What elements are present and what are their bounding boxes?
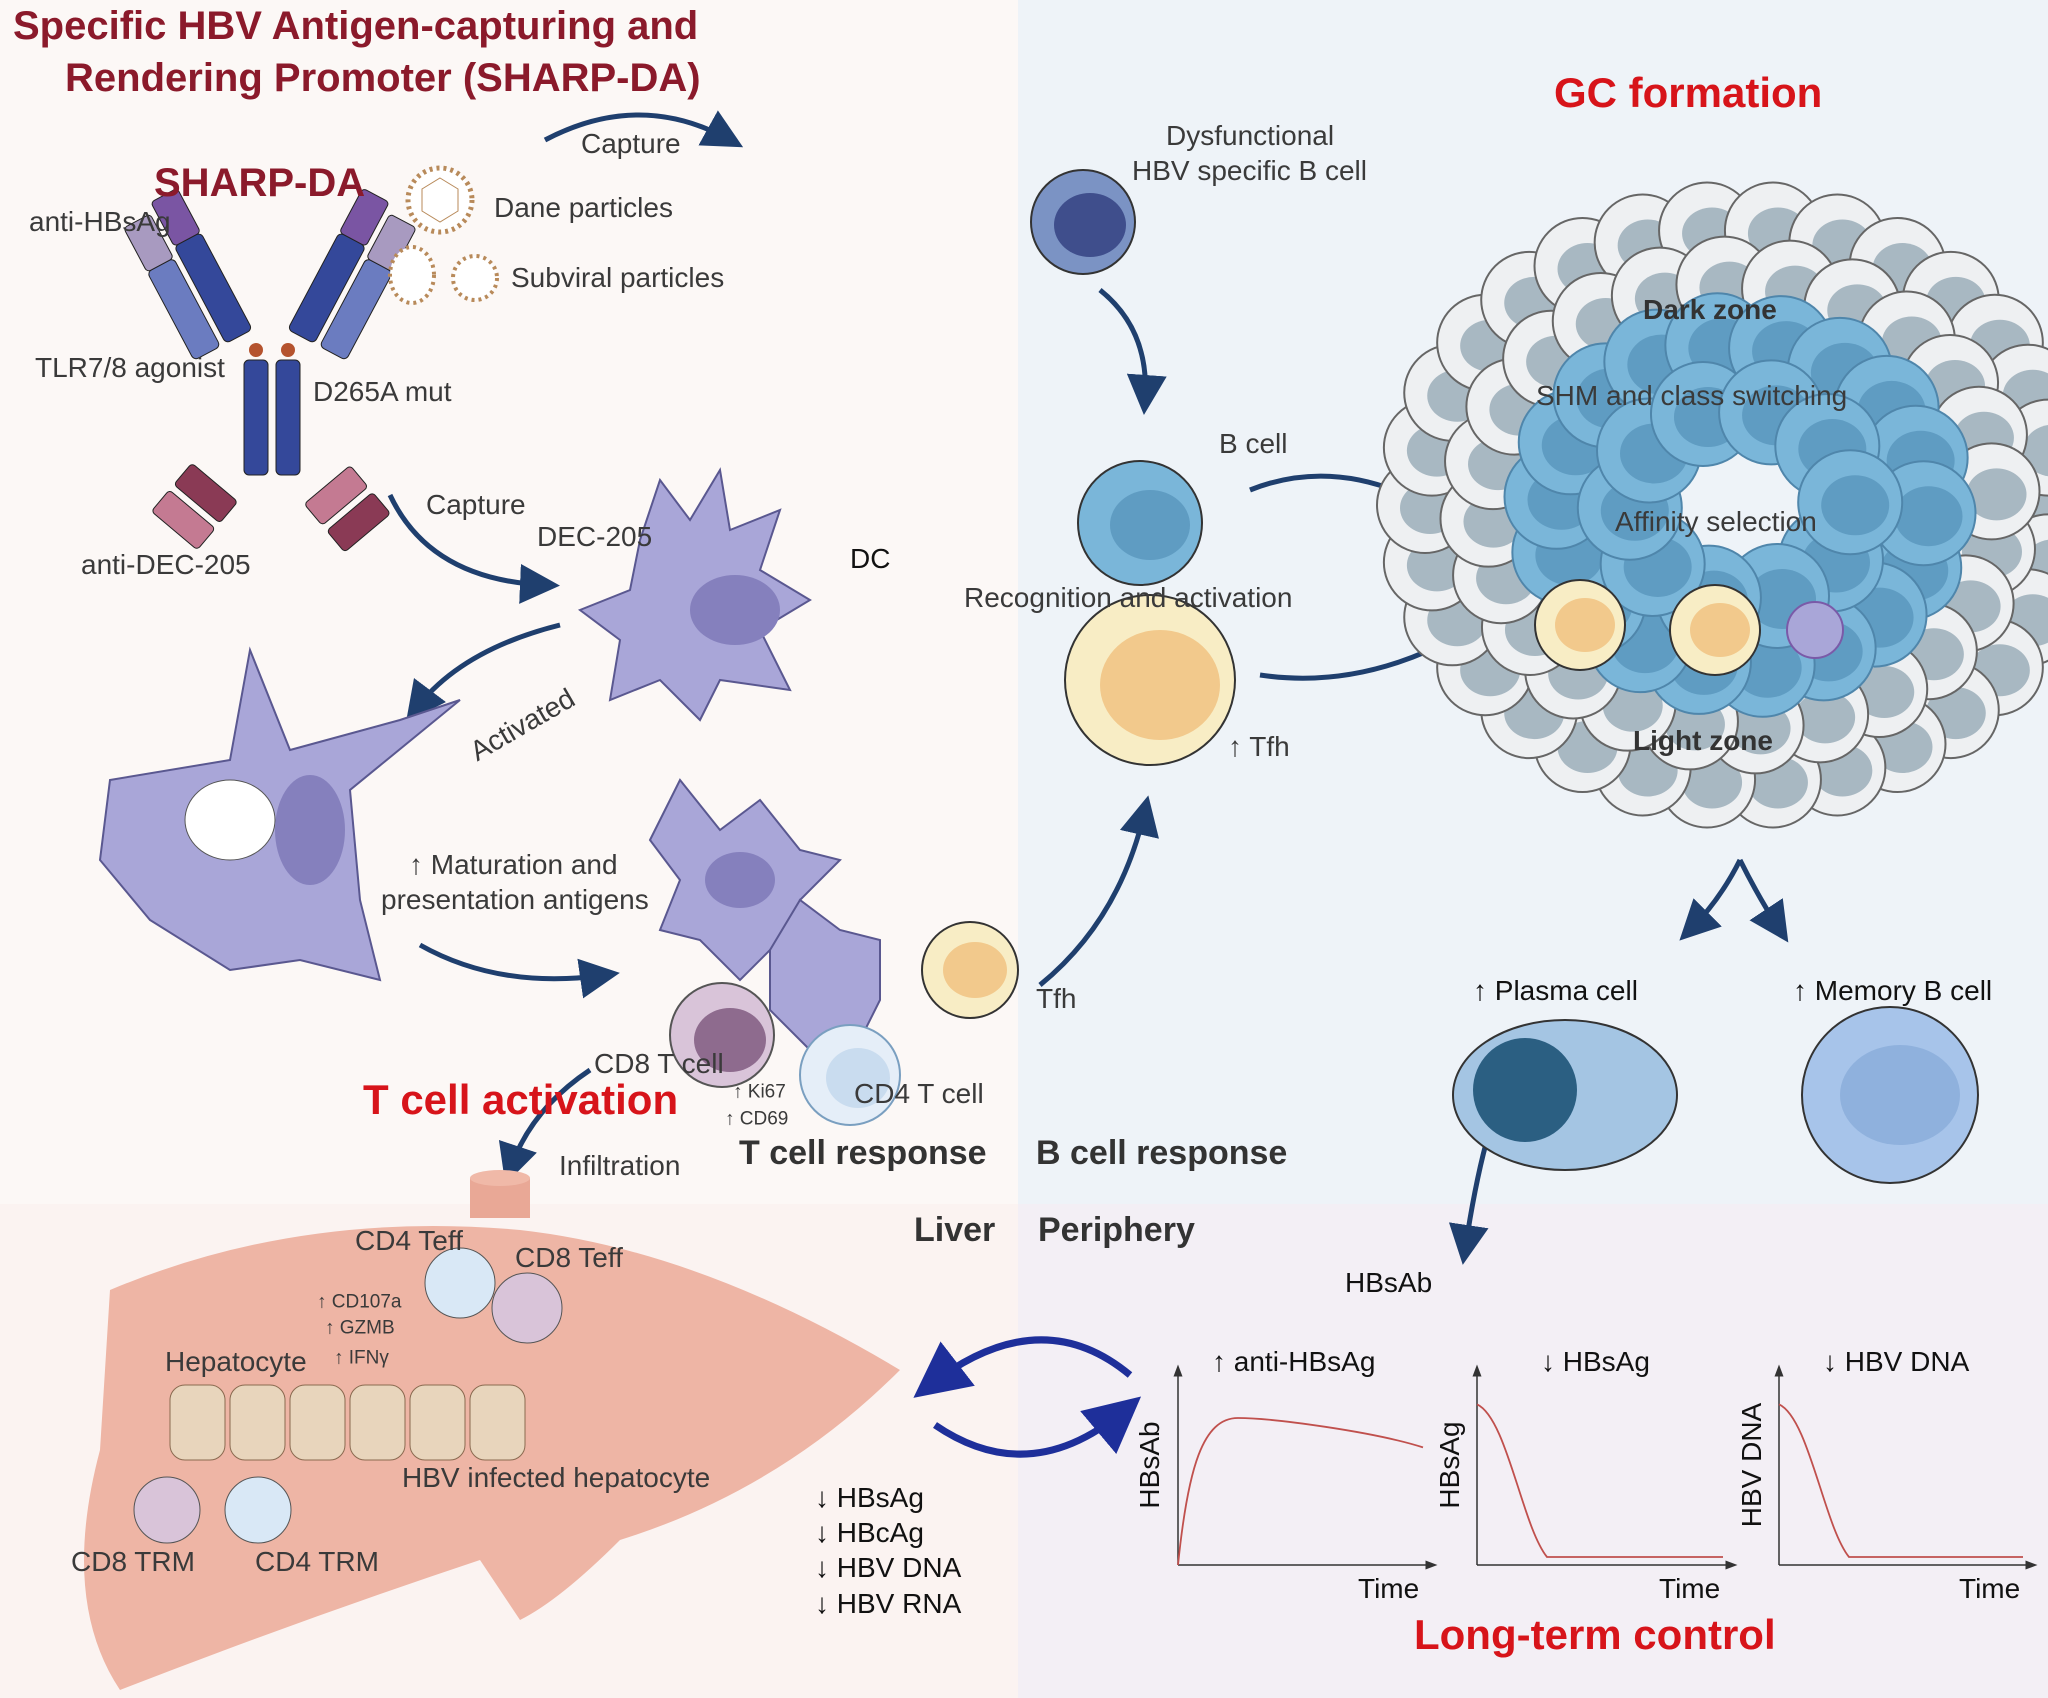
- dark-zone-label: Dark zone: [1643, 294, 1777, 325]
- liver-illustration: [84, 1170, 900, 1690]
- sharp-da-antibody: [124, 189, 416, 552]
- maturation-arrow: [418, 942, 620, 999]
- b-cell-label: B cell: [1219, 428, 1288, 459]
- chart1-xlabel: Time: [1358, 1573, 1420, 1604]
- chart-curve: [1476, 1403, 1723, 1558]
- gc-plasma-arrow: [1679, 858, 1743, 941]
- marker-hbv-dna: ↓ HBV DNA: [815, 1552, 962, 1583]
- cd8-label: CD8 T cell: [594, 1048, 724, 1079]
- subviral-label: Subviral particles: [511, 262, 725, 293]
- cd4-trm-label: CD4 TRM: [255, 1546, 379, 1577]
- tfh-label: Tfh: [1036, 983, 1077, 1014]
- chart1-ylabel: HBsAb: [1134, 1421, 1165, 1509]
- recognition-label: Recognition and activation: [964, 582, 1293, 613]
- subviral-particle-icon: [388, 245, 499, 305]
- cd4-label: CD4 T cell: [854, 1078, 984, 1109]
- dendritic-cell: [577, 467, 812, 722]
- capture-arrow-top: [543, 110, 744, 148]
- light-zone-label: Light zone: [1633, 725, 1773, 756]
- maturation-label-1: ↑ Maturation and: [409, 849, 618, 880]
- shm-label: SHM and class switching: [1536, 380, 1848, 411]
- chart2-title: ↓ HBsAg: [1541, 1346, 1650, 1377]
- dendritic-cell-presenting: [648, 778, 881, 1052]
- marker-hbcag: ↓ HBcAg: [815, 1517, 924, 1548]
- chart-curve: [1778, 1403, 2023, 1558]
- chart1-title: ↑ anti-HBsAg: [1212, 1346, 1376, 1377]
- affinity-label: Affinity selection: [1615, 506, 1817, 537]
- hepatocyte-label: Hepatocyte: [165, 1346, 307, 1377]
- cd4-teff-label: CD4 Teff: [355, 1225, 463, 1256]
- liver-to-periphery-arrow: [933, 1396, 1142, 1458]
- gc-fdc: [1786, 601, 1844, 659]
- ifng-label: ↑ IFNγ: [334, 1347, 389, 1369]
- germinal-center: [1376, 181, 2048, 829]
- capture-mid-label: Capture: [426, 489, 526, 520]
- long-term-heading: Long-term control: [1414, 1611, 1776, 1658]
- cd107a-label: ↑ CD107a: [317, 1291, 402, 1313]
- t-activation-heading: T cell activation: [363, 1076, 679, 1123]
- dc-label: DC: [850, 543, 891, 574]
- marker-hbsag: ↓ HBsAg: [815, 1482, 924, 1513]
- sharp-da-label: SHARP-DA: [154, 161, 366, 205]
- periphery-heading: Periphery: [1038, 1211, 1195, 1249]
- cd8-teff-label: CD8 Teff: [515, 1242, 623, 1273]
- infiltration-arrow: [498, 1067, 592, 1185]
- dane-label: Dane particles: [494, 192, 673, 223]
- memory-label: ↑ Memory B cell: [1793, 975, 1993, 1006]
- dane-particle-icon: [405, 165, 475, 235]
- infected-label: HBV infected hepatocyte: [402, 1462, 711, 1493]
- charts: [1173, 1364, 2038, 1570]
- gc-heading: GC formation: [1554, 69, 1823, 116]
- mut-label: D265A mut: [313, 376, 452, 407]
- chart2-xlabel: Time: [1659, 1573, 1721, 1604]
- b-cell-arrow: [1098, 288, 1167, 415]
- hbsab-label: HBsAb: [1345, 1267, 1433, 1298]
- chart-curve: [1177, 1417, 1424, 1566]
- dysfunctional-label-2: HBV specific B cell: [1132, 155, 1367, 186]
- anti-dec-label: anti-DEC-205: [81, 549, 251, 580]
- activated-dendritic-cell: [98, 646, 461, 982]
- activated-arrow: [405, 622, 561, 722]
- periphery-to-liver-arrow: [913, 1336, 1133, 1398]
- marker-hbv-rna: ↓ HBV RNA: [815, 1588, 962, 1619]
- maturation-label-2: presentation antigens: [381, 884, 649, 915]
- title-line1: Specific HBV Antigen-capturing and: [13, 4, 699, 48]
- tfh-arrow: [1038, 795, 1159, 987]
- chart2-ylabel: HBsAg: [1434, 1421, 1465, 1509]
- b-response-label: B cell response: [1036, 1134, 1288, 1172]
- title-line2: Rendering Promoter (SHARP-DA): [65, 56, 701, 100]
- cd69-label: ↑ CD69: [725, 1108, 789, 1130]
- ki67-label: ↑ Ki67: [733, 1081, 786, 1103]
- liver-heading: Liver: [914, 1211, 996, 1249]
- t-response-label: T cell response: [739, 1134, 987, 1172]
- gzmb-label: ↑ GZMB: [325, 1317, 395, 1339]
- chart3-ylabel: HBV DNA: [1736, 1402, 1767, 1528]
- tlr-label: TLR7/8 agonist: [35, 352, 225, 383]
- capture-arrow-mid: [387, 493, 560, 604]
- gc-memory-arrow: [1737, 858, 1789, 943]
- capture-top-label: Capture: [581, 128, 681, 159]
- chart3-title: ↓ HBV DNA: [1823, 1346, 1970, 1377]
- chart3-xlabel: Time: [1959, 1573, 2021, 1604]
- plasma-label: ↑ Plasma cell: [1473, 975, 1638, 1006]
- bg-bottom-right: [1018, 1204, 2048, 1698]
- anti-hbsag-label: anti-HBsAg: [29, 206, 171, 237]
- infiltration-label: Infiltration: [559, 1150, 681, 1181]
- cd8-trm-label: CD8 TRM: [71, 1546, 195, 1577]
- tfh-up-label: ↑ Tfh: [1228, 731, 1290, 762]
- dysfunctional-label-1: Dysfunctional: [1166, 120, 1335, 151]
- dec205-label: DEC-205: [537, 521, 653, 552]
